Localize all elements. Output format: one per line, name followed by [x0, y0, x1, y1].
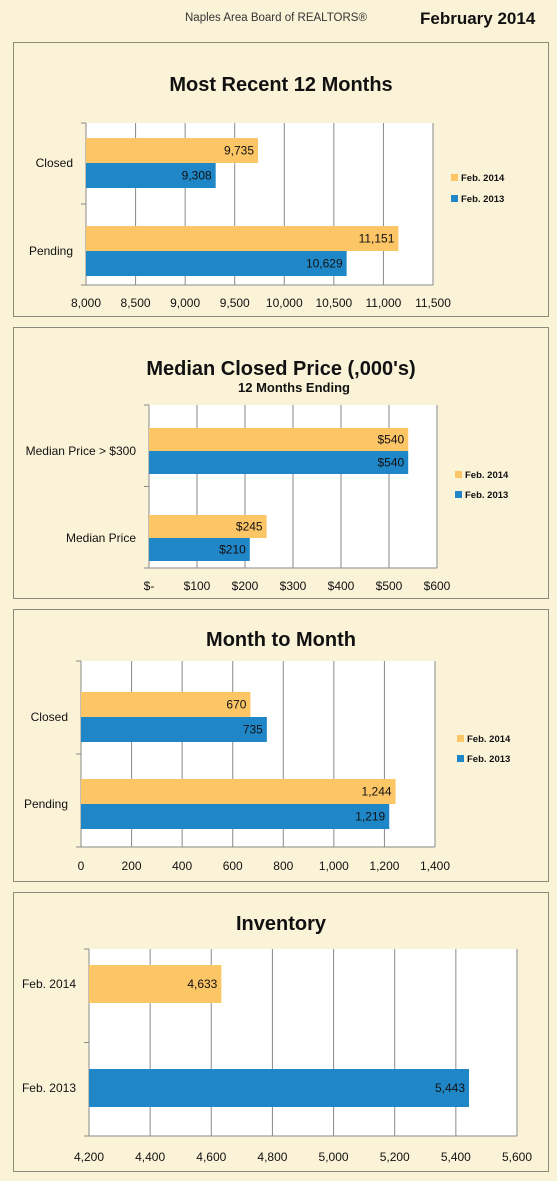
x-tick-label: 1,400 — [420, 859, 450, 873]
x-tick-label: 8,000 — [71, 296, 101, 310]
report-month: February 2014 — [420, 9, 536, 28]
category-label: Pending — [29, 244, 73, 258]
category-label: Feb. 2014 — [22, 977, 76, 991]
chart-median-price: $- $100 $200 $300 $400 $500 $600 Median Closed … — [26, 358, 509, 593]
bar — [81, 692, 251, 717]
data-label: 670 — [226, 698, 246, 712]
category-label: Pending — [24, 797, 68, 811]
bar — [89, 1069, 470, 1107]
x-tick-label: 1,000 — [319, 859, 349, 873]
chart-inventory: 4,200 4,400 4,600 4,800 5,000 5,200 5,400 5,600… — [22, 913, 532, 1164]
x-tick-label: 5,000 — [319, 1150, 349, 1164]
x-tick-label: 9,000 — [170, 296, 200, 310]
chart-title: Month to Month — [206, 629, 356, 651]
category-label: Median Price — [66, 531, 136, 545]
x-tick-label: 4,800 — [257, 1150, 287, 1164]
chart-panel-median-price: $- $100 $200 $300 $400 $500 $600 Median Closed … — [13, 327, 549, 599]
x-tick-label: 4,400 — [135, 1150, 165, 1164]
bar — [86, 163, 216, 188]
x-tick-label: 800 — [273, 859, 293, 873]
bar — [86, 251, 347, 276]
category-label: Closed — [31, 710, 68, 724]
chart-month-to-month: 0 200 400 600 800 1,000 1,200 1,400 Month to Mon… — [24, 629, 511, 873]
bar — [81, 779, 396, 804]
data-label: $245 — [236, 520, 263, 534]
x-tick-label: $- — [144, 579, 155, 593]
legend-label: Feb. 2013 — [467, 754, 510, 765]
data-label: 11,151 — [359, 232, 395, 246]
legend-swatch — [451, 174, 458, 181]
bar — [149, 538, 250, 561]
x-tick-label: 4,200 — [74, 1150, 104, 1164]
data-label: 735 — [243, 723, 263, 737]
x-tick-label: 11,500 — [415, 296, 451, 310]
data-label: 1,244 — [362, 785, 392, 799]
category-label: Median Price > $300 — [26, 444, 137, 458]
legend-label: Feb. 2014 — [461, 173, 505, 184]
bar — [81, 717, 267, 742]
legend-swatch — [457, 735, 464, 742]
legend-swatch — [455, 471, 462, 478]
chart-subtitle: 12 Months Ending — [238, 380, 350, 395]
x-tick-label: 10,500 — [316, 296, 353, 310]
chart-12-months: 8,000 8,500 9,000 9,500 10,000 10,500 11,000 11… — [29, 74, 505, 310]
legend-swatch — [455, 491, 462, 498]
legend-label: Feb. 2014 — [465, 470, 509, 481]
legend-swatch — [451, 195, 458, 202]
x-tick-label: $600 — [424, 579, 451, 593]
legend-swatch — [457, 755, 464, 762]
data-label: $540 — [377, 456, 404, 470]
data-label: 10,629 — [306, 257, 343, 271]
bar — [81, 804, 390, 829]
x-tick-label: 5,600 — [502, 1150, 532, 1164]
data-label: $210 — [219, 543, 246, 557]
chart-title: Most Recent 12 Months — [169, 74, 392, 96]
x-tick-label: 200 — [122, 859, 142, 873]
x-tick-label: $500 — [376, 579, 403, 593]
x-tick-label: 11,000 — [366, 296, 402, 310]
x-tick-label: 1,200 — [369, 859, 399, 873]
x-tick-label: $200 — [232, 579, 259, 593]
bar — [86, 138, 259, 163]
bar — [149, 515, 267, 538]
chart-title: Inventory — [236, 913, 327, 935]
bar — [149, 428, 409, 451]
chart-panel-month-to-month: 0 200 400 600 800 1,000 1,200 1,400 Month to Mon… — [13, 609, 549, 882]
chart-panel-12-months: 8,000 8,500 9,000 9,500 10,000 10,500 11,000 11… — [13, 42, 549, 317]
bar — [149, 451, 409, 474]
data-label: 4,633 — [187, 977, 217, 991]
x-tick-label: 400 — [172, 859, 192, 873]
category-label: Feb. 2013 — [22, 1081, 76, 1095]
x-tick-label: 4,600 — [196, 1150, 226, 1164]
x-tick-label: 5,200 — [380, 1150, 410, 1164]
x-tick-label: 5,400 — [441, 1150, 471, 1164]
data-label: $540 — [377, 433, 404, 447]
legend-label: Feb. 2013 — [461, 194, 504, 205]
data-label: 9,735 — [224, 144, 254, 158]
chart-panel-inventory: 4,200 4,400 4,600 4,800 5,000 5,200 5,400 5,600… — [13, 892, 549, 1172]
report-header: Naples Area Board of REALTORS® February … — [0, 0, 557, 42]
org-name: Naples Area Board of REALTORS® — [185, 12, 367, 24]
legend-label: Feb. 2014 — [467, 734, 511, 745]
data-label: 1,219 — [355, 810, 385, 824]
category-label: Closed — [36, 156, 73, 170]
x-tick-label: 9,500 — [220, 296, 250, 310]
bar — [89, 965, 222, 1003]
chart-title: Median Closed Price (,000's) — [146, 358, 415, 380]
x-tick-label: 600 — [223, 859, 243, 873]
x-tick-label: $400 — [328, 579, 355, 593]
data-label: 5,443 — [435, 1081, 465, 1095]
legend-label: Feb. 2013 — [465, 490, 508, 501]
bar — [86, 226, 399, 251]
data-label: 9,308 — [182, 169, 212, 183]
x-tick-label: $300 — [280, 579, 307, 593]
x-tick-label: 10,000 — [266, 296, 303, 310]
x-tick-label: 8,500 — [121, 296, 151, 310]
x-tick-label: 0 — [78, 859, 85, 873]
x-tick-label: $100 — [184, 579, 211, 593]
